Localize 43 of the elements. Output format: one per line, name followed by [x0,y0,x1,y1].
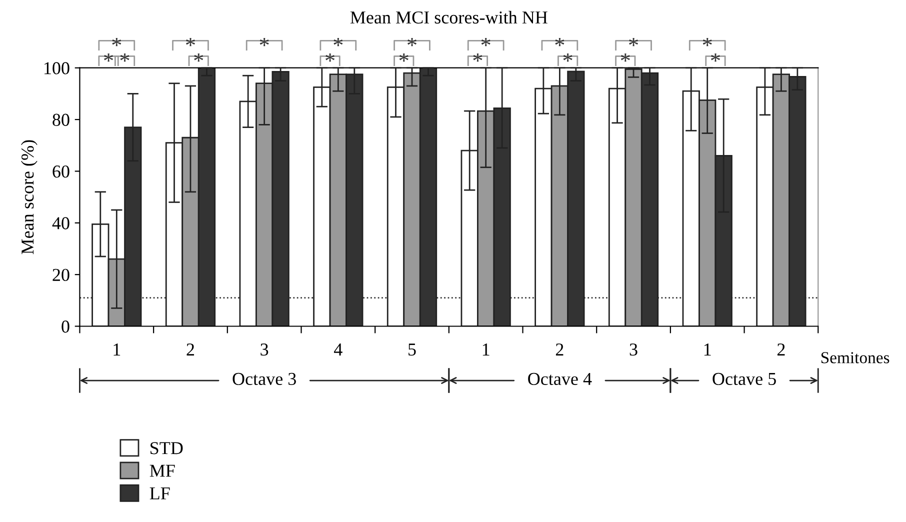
text: * [334,38,343,46]
x-axis-title: Semitones [821,352,890,364]
text: * [629,38,638,46]
text: * [473,53,482,62]
x-tick-label: 3 [630,343,638,356]
text: * [260,38,269,46]
legend-label: LF [150,487,170,500]
text: * [194,53,204,62]
y-tick-label: 40 [52,217,70,230]
x-tick-label: 5 [408,344,416,356]
x-tick-label: 1 [482,344,490,356]
y-tick-label: 100 [44,62,70,74]
text: * [481,38,490,46]
x-tick-label: 2 [556,343,564,356]
text: * [620,53,630,62]
text: * [120,53,130,62]
y-tick-label: 0 [62,320,70,333]
x-tick-label: 2 [777,343,785,356]
legend-label: MF [150,464,175,477]
text: * [104,53,114,62]
text: * [563,53,572,62]
text: * [408,38,416,46]
y-tick-label: 60 [52,165,70,178]
y-axis-title: Mean score (%) [20,140,38,254]
x-tick-label: 2 [186,343,194,356]
chart-title: Mean MCI scores-with NH [350,10,548,24]
text: * [112,38,122,46]
text: * [326,53,335,62]
text: * [702,38,712,46]
x-tick-label: 1 [114,344,120,356]
text: Octave 5 [712,372,776,386]
x-tick-label: 4 [334,344,342,356]
y-tick-label: 20 [52,268,70,282]
text: * [399,53,408,62]
text: * [186,38,195,46]
text: * [711,53,720,62]
x-tick-label: 3 [260,343,268,356]
x-tick-label: 1 [704,344,711,356]
text: Octave 3 [232,372,296,386]
legend-label: STD [150,442,183,454]
y-tick-label: 80 [52,114,70,126]
text: Octave 4 [528,372,592,386]
text: * [555,38,564,46]
